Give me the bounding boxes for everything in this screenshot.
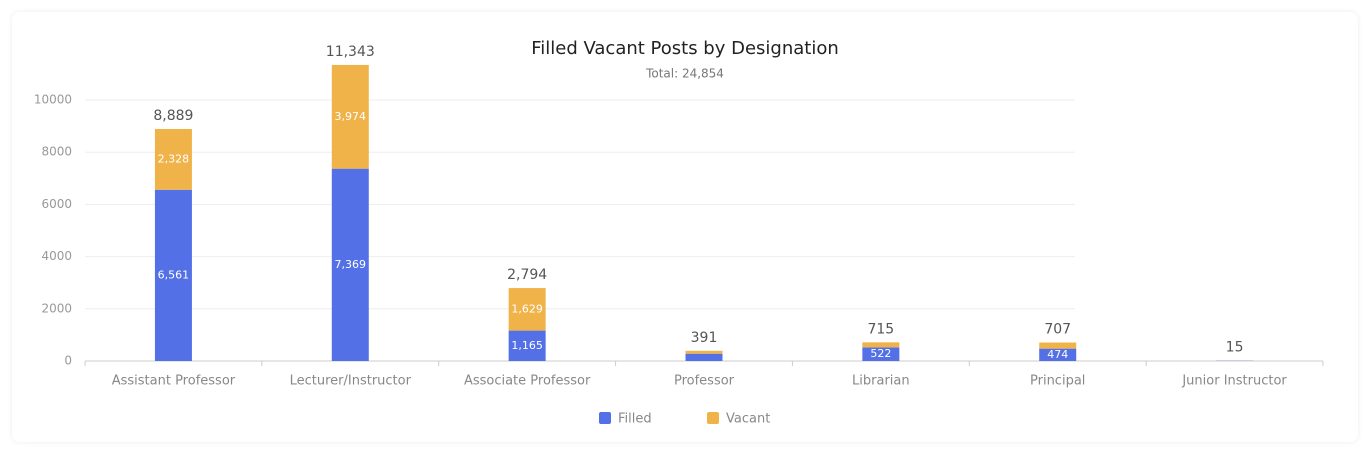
bar-segment <box>1039 348 1077 361</box>
x-tick-label: Junior Instructor <box>1181 374 1287 389</box>
legend-label: Filled <box>618 412 652 427</box>
total-label: 11,343 <box>326 44 375 60</box>
bar-segment <box>508 330 546 361</box>
legend-swatch <box>599 412 611 424</box>
bar-segment <box>862 342 900 348</box>
segment-label: 522 <box>870 347 891 360</box>
x-tick-label: Associate Professor <box>464 374 591 389</box>
segment-label: 1,629 <box>511 302 543 315</box>
total-label: 8,889 <box>153 108 193 124</box>
bar-segment <box>331 168 369 361</box>
bar-segment <box>154 189 192 361</box>
total-label: 707 <box>1044 322 1071 338</box>
bar-segment <box>331 64 369 169</box>
bar-segment <box>1039 342 1077 349</box>
segment-label: 2,328 <box>158 152 190 165</box>
bar-segment <box>508 288 546 331</box>
y-tick-label: 8000 <box>41 145 72 159</box>
y-tick-label: 4000 <box>41 249 72 263</box>
segment-label: 3,974 <box>335 110 367 123</box>
segment-label: 7,369 <box>335 258 367 271</box>
legend-label: Vacant <box>726 412 770 427</box>
segment-label: 1,165 <box>511 339 543 352</box>
total-label: 391 <box>691 330 718 346</box>
bar-segment <box>685 353 723 361</box>
segment-label: 474 <box>1047 348 1068 361</box>
total-label: 2,794 <box>507 267 547 283</box>
bar-segment <box>685 350 723 354</box>
x-tick-label: Professor <box>674 374 735 389</box>
x-tick-label: Principal <box>1030 374 1085 389</box>
bar-segment <box>862 347 900 361</box>
y-tick-label: 2000 <box>41 301 72 315</box>
segment-label: 6,561 <box>158 268 190 281</box>
chart-title: Filled Vacant Posts by Designation <box>531 38 839 59</box>
y-tick-label: 0 <box>64 354 72 368</box>
y-tick-label: 10000 <box>34 93 72 107</box>
y-tick-label: 6000 <box>41 197 72 211</box>
total-label: 15 <box>1226 340 1244 356</box>
legend-swatch <box>707 412 719 424</box>
x-tick-label: Librarian <box>852 374 910 389</box>
total-label: 715 <box>867 321 894 337</box>
x-tick-label: Assistant Professor <box>112 374 236 389</box>
bar-segment <box>154 128 192 190</box>
chart-subtitle: Total: 24,854 <box>645 67 724 81</box>
card <box>12 12 1358 442</box>
x-tick-label: Lecturer/Instructor <box>290 374 412 389</box>
